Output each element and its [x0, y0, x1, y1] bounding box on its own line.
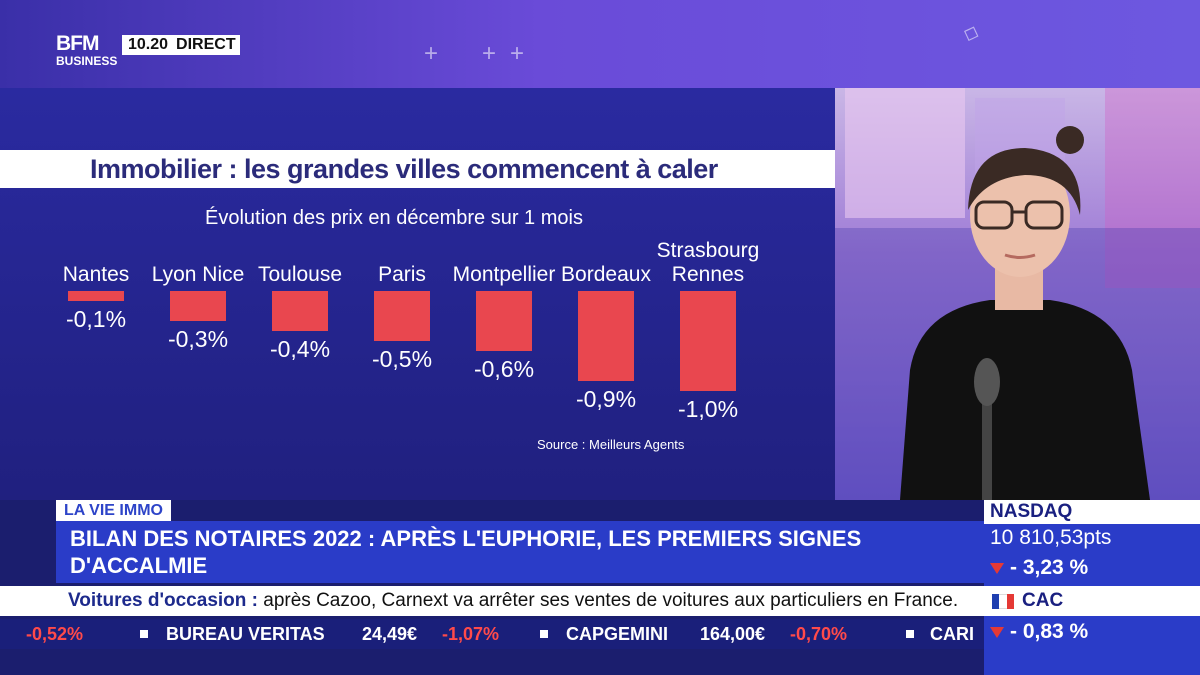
plus-deco-icon: +	[482, 40, 497, 67]
down-arrow-icon	[990, 626, 1004, 638]
nasdaq-label: NASDAQ	[984, 500, 1200, 524]
headline-box: BILAN DES NOTAIRES 2022 : APRÈS L'EUPHOR…	[56, 521, 984, 583]
plus-deco-icon: +	[424, 40, 439, 67]
value-label: -1,0%	[678, 396, 738, 422]
market-box: NASDAQ 10 810,53pts - 3,23 % CAC - 0,83 …	[984, 500, 1200, 675]
news-ticker: Voitures d'occasion : après Cazoo, Carne…	[0, 586, 984, 616]
cac-row: CAC	[984, 586, 1200, 616]
category-tag: LA VIE IMMO	[56, 500, 171, 521]
stock-name: BUREAU VERITAS	[166, 624, 325, 644]
category-label: Nantes	[63, 263, 130, 286]
stock-change: -1,07%	[442, 624, 500, 644]
category-label: Lyon Nice	[152, 263, 245, 286]
time-live-badge: 10.20 DIRECT	[122, 35, 240, 55]
channel-banner: BFM BUSINESS 10.20 DIRECT + + + ◇	[0, 0, 1200, 88]
stock-value: 164,00€	[700, 624, 766, 644]
stock-name: CAPGEMINI	[566, 624, 669, 644]
nasdaq-value: 10 810,53pts	[990, 526, 1112, 549]
cac-label: CAC	[1022, 590, 1064, 611]
cac-panel: - 0,83 %	[984, 616, 1200, 675]
category-label: Paris	[378, 263, 426, 286]
stock-ticker: -0,52% BUREAU VERITAS 24,49€ -1,07% CAPG…	[0, 619, 984, 649]
cac-change-text: - 0,83 %	[1010, 620, 1089, 643]
chart-title-bar	[0, 150, 835, 188]
logo-line-1: BFM	[56, 32, 100, 55]
bar	[68, 291, 124, 301]
value-label: -0,5%	[372, 346, 432, 372]
plus-deco-icon: +	[510, 40, 525, 67]
stock-value: 24,49€	[362, 624, 418, 644]
value-label: -0,9%	[576, 386, 636, 412]
bar	[374, 291, 430, 341]
bar	[170, 291, 226, 321]
headline-text: BILAN DES NOTAIRES 2022 : APRÈS L'EUPHOR…	[70, 526, 862, 578]
bar-chart: Nantes -0,1% Lyon Nice -0,3% Toulouse -0,4% Pa…	[63, 239, 760, 422]
nasdaq-panel: 10 810,53pts - 3,23 %	[984, 524, 1200, 586]
bar	[680, 291, 736, 391]
separator-square-icon	[906, 630, 914, 638]
news-ticker-body: après Cazoo, Carnext va arrêter ses vent…	[263, 590, 959, 611]
category-label: Rennes	[672, 263, 744, 286]
value-label: -0,3%	[168, 326, 228, 352]
down-arrow-icon	[990, 562, 1004, 574]
bar	[272, 291, 328, 331]
logo-line-2: BUSINESS	[56, 54, 118, 68]
presenter	[900, 126, 1150, 500]
square-deco-icon: ◇	[960, 20, 983, 46]
separator-square-icon	[140, 630, 148, 638]
category-label: Strasbourg	[657, 239, 760, 262]
bfm-business-logo: BFM BUSINESS	[56, 32, 118, 72]
separator-square-icon	[540, 630, 548, 638]
news-ticker-text: Voitures d'occasion : après Cazoo, Carne…	[68, 586, 958, 616]
stock-name: CARI	[930, 624, 974, 644]
value-label: -0,4%	[270, 336, 330, 362]
category-label: Montpellier	[453, 263, 556, 286]
stock-change: -0,52%	[26, 624, 84, 644]
category-label: Bordeaux	[561, 263, 651, 286]
nasdaq-change-text: - 3,23 %	[1010, 556, 1089, 579]
clock-time: 10.20	[128, 36, 169, 53]
cac-change: - 0,83 %	[990, 620, 1088, 644]
value-label: -0,6%	[474, 356, 534, 382]
live-label: DIRECT	[176, 36, 236, 53]
france-flag-icon	[992, 594, 1014, 609]
news-ticker-topic: Voitures d'occasion :	[68, 590, 258, 611]
nasdaq-change: - 3,23 %	[990, 556, 1088, 580]
bar	[476, 291, 532, 351]
bar	[578, 291, 634, 381]
category-label: Toulouse	[258, 263, 342, 286]
chart-source: Source : Meilleurs Agents	[537, 437, 685, 452]
value-label: -0,1%	[66, 306, 126, 332]
stock-change: -0,70%	[790, 624, 848, 644]
chart-title: Immobilier : les grandes villes commence…	[90, 154, 718, 184]
chart-subtitle: Évolution des prix en décembre sur 1 moi…	[205, 207, 583, 229]
